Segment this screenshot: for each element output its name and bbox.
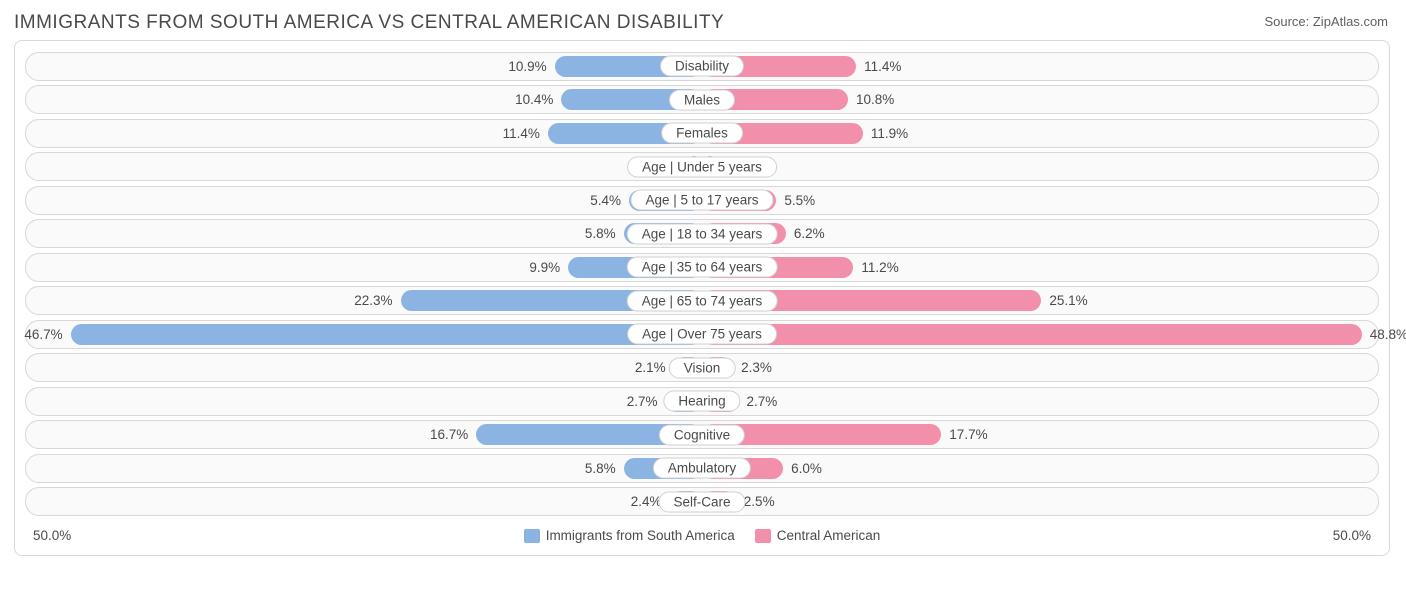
category-label: Age | 65 to 74 years: [627, 290, 778, 311]
value-left: 9.9%: [529, 257, 560, 278]
value-left: 2.7%: [627, 391, 658, 412]
chart-row: 46.7%48.8%Age | Over 75 years: [25, 320, 1379, 349]
value-left: 11.4%: [503, 123, 540, 144]
chart-row: 5.4% 5.5% Age | 5 to 17 years: [25, 186, 1379, 215]
legend-item-right: Central American: [755, 528, 881, 543]
value-right: 2.5%: [744, 491, 775, 512]
value-right: 11.2%: [861, 257, 898, 278]
category-label: Age | 18 to 34 years: [627, 223, 778, 244]
category-label: Hearing: [663, 391, 740, 412]
value-left: 5.8%: [585, 458, 616, 479]
category-label: Age | Under 5 years: [627, 156, 777, 177]
category-label: Females: [661, 123, 743, 144]
value-left: 2.1%: [635, 357, 666, 378]
chart-row: 2.1% 2.3%Vision: [25, 353, 1379, 382]
value-right: 2.7%: [747, 391, 778, 412]
legend: Immigrants from South America Central Am…: [524, 528, 881, 543]
category-label: Disability: [660, 56, 744, 77]
category-label: Males: [669, 89, 735, 110]
category-label: Self-Care: [658, 491, 745, 512]
value-right: 25.1%: [1049, 290, 1087, 311]
value-left: 10.9%: [508, 56, 546, 77]
value-left: 16.7%: [430, 424, 468, 445]
category-label: Vision: [669, 357, 736, 378]
chart-row: 22.3% 25.1% Age | 65 to 74 years: [25, 286, 1379, 315]
chart-row: 11.4% 11.9% Females: [25, 119, 1379, 148]
chart-footer: 50.0% Immigrants from South America Cent…: [15, 521, 1389, 551]
category-label: Ambulatory: [653, 458, 751, 479]
value-right: 5.5%: [784, 190, 815, 211]
chart-row: 16.7% 17.7% Cognitive: [25, 420, 1379, 449]
legend-label-left: Immigrants from South America: [546, 528, 735, 543]
legend-label-right: Central American: [777, 528, 881, 543]
value-right: 6.0%: [791, 458, 822, 479]
chart-row: 9.9% 11.2% Age | 35 to 64 years: [25, 253, 1379, 282]
chart-title: IMMIGRANTS FROM SOUTH AMERICA VS CENTRAL…: [14, 12, 1392, 34]
axis-max-left: 50.0%: [33, 528, 71, 543]
value-left: 22.3%: [354, 290, 392, 311]
value-right: 48.8%: [1370, 324, 1406, 345]
chart-row: 10.9% 11.4% Disability: [25, 52, 1379, 81]
category-label: Age | 35 to 64 years: [627, 257, 778, 278]
chart-row: 1.2%1.2%Age | Under 5 years: [25, 152, 1379, 181]
value-left: 5.8%: [585, 223, 616, 244]
axis-max-right: 50.0%: [1333, 528, 1371, 543]
diverging-bar-chart: 10.9% 11.4% Disability 10.4% 10.8% Males 11.4%…: [14, 40, 1390, 556]
value-right: 10.8%: [856, 89, 894, 110]
chart-row: 2.4% 2.5%Self-Care: [25, 487, 1379, 516]
value-left: 10.4%: [515, 89, 553, 110]
value-left: 5.4%: [590, 190, 621, 211]
value-right: 6.2%: [794, 223, 825, 244]
legend-swatch-right: [755, 529, 771, 543]
source-attribution: Source: ZipAtlas.com: [1264, 14, 1388, 29]
chart-row: 10.4% 10.8% Males: [25, 85, 1379, 114]
value-right: 17.7%: [949, 424, 987, 445]
category-label: Age | Over 75 years: [627, 324, 777, 345]
value-left: 2.4%: [631, 491, 662, 512]
value-right: 11.9%: [871, 123, 908, 144]
bar-left: [71, 324, 702, 345]
legend-item-left: Immigrants from South America: [524, 528, 735, 543]
category-label: Cognitive: [659, 424, 745, 445]
chart-row: 2.7%2.7%Hearing: [25, 387, 1379, 416]
legend-swatch-left: [524, 529, 540, 543]
category-label: Age | 5 to 17 years: [630, 190, 773, 211]
value-left: 46.7%: [24, 324, 62, 345]
value-right: 11.4%: [864, 56, 901, 77]
chart-row: 5.8% 6.2% Age | 18 to 34 years: [25, 219, 1379, 248]
bar-right: [702, 324, 1362, 345]
value-right: 2.3%: [741, 357, 772, 378]
chart-row: 5.8% 6.0% Ambulatory: [25, 454, 1379, 483]
